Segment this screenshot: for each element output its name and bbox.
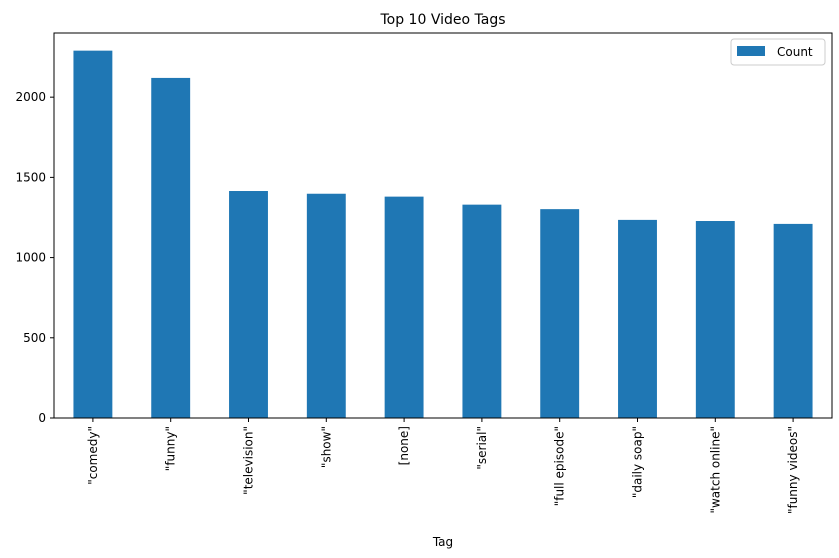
bar-2 <box>229 191 268 418</box>
legend-label: Count <box>777 45 813 59</box>
x-tick-label-0: "comedy" <box>86 426 100 485</box>
plot-frame <box>53 32 833 419</box>
bar-3 <box>306 193 346 418</box>
y-axis: 0 500 1000 1500 2000 <box>15 90 54 425</box>
legend-swatch <box>737 46 765 56</box>
bar-9 <box>773 223 813 418</box>
x-tick-label-4: [none] <box>397 426 411 465</box>
bar-1 <box>151 77 191 419</box>
bar-4 <box>384 196 424 418</box>
bar-5 <box>462 204 502 418</box>
x-axis-label: Tag <box>432 535 453 549</box>
x-tick-label-5: "serial" <box>475 426 489 470</box>
legend: Count <box>730 38 826 66</box>
bars-group <box>73 50 813 419</box>
chart-title: Top 10 Video Tags <box>379 12 505 28</box>
x-tick-label-7: "daily soap" <box>631 426 645 498</box>
bar-0 <box>73 50 113 419</box>
legend-box <box>730 38 826 66</box>
y-tick-label-1: 500 <box>23 331 46 345</box>
bar-7 <box>618 219 657 418</box>
x-tick-label-3: "show" <box>319 426 333 468</box>
y-tick-label-4: 2000 <box>15 90 46 104</box>
bar-8 <box>695 221 735 418</box>
x-tick-label-6: "full episode" <box>553 426 567 506</box>
x-tick-label-9: "funny videos" <box>786 426 800 514</box>
y-tick-label-3: 1500 <box>15 170 46 184</box>
x-axis: "comedy" "funny" "television" "show" [none] "… <box>86 418 800 514</box>
x-tick-label-8: "watch online" <box>708 426 722 514</box>
x-tick-label-2: "television" <box>242 426 256 495</box>
y-tick-label-0: 0 <box>38 411 46 425</box>
y-tick-label-2: 1000 <box>15 251 46 265</box>
x-tick-label-1: "funny" <box>164 426 178 471</box>
bar-6 <box>540 209 580 418</box>
